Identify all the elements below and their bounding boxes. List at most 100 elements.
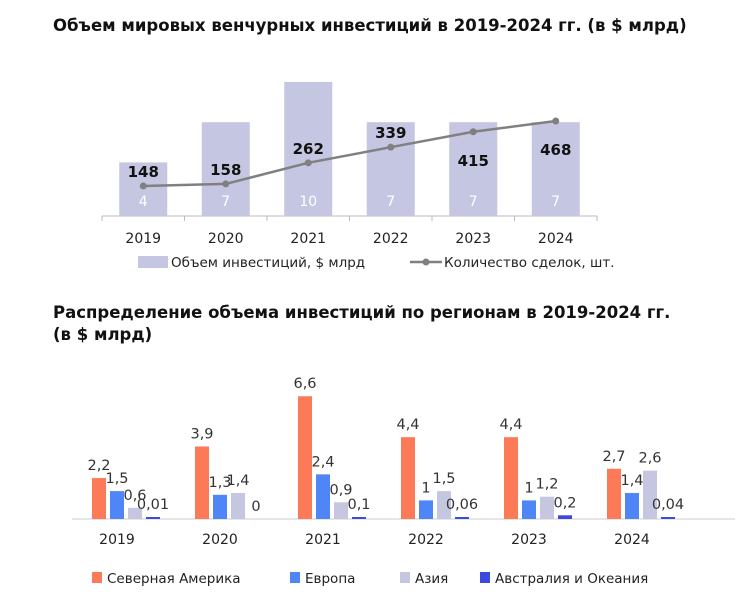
region-bar-label: 1,5: [432, 471, 455, 487]
region-bar-label: 0,06: [446, 497, 478, 513]
region-bar: [455, 517, 469, 519]
region-bar: [522, 500, 536, 519]
region-bar: [540, 496, 554, 519]
legend-label: Австралия и Океания: [495, 571, 648, 587]
region-bar: [607, 468, 621, 519]
region-bar: [334, 502, 348, 519]
legend-line-marker: [422, 258, 430, 266]
x-tick-label: 2022: [373, 231, 409, 247]
region-bar: [419, 500, 433, 519]
investment-bar: [449, 122, 498, 216]
investment-bar-label: 7: [469, 194, 478, 210]
deals-label: 148: [128, 163, 159, 181]
x-tick-label: 2019: [99, 532, 135, 548]
deals-point: [552, 117, 560, 125]
x-tick-label: 2024: [538, 231, 574, 247]
region-bar: [661, 517, 675, 519]
investment-bar-label: 7: [551, 194, 560, 210]
legend-line-label: Количество сделок, шт.: [444, 255, 615, 271]
region-bar-label: 0,01: [137, 497, 169, 513]
investment-bar-label: 10: [299, 194, 317, 210]
region-bar: [558, 515, 572, 519]
x-tick-label: 2024: [614, 532, 650, 548]
region-bar-label: 0,1: [347, 497, 370, 513]
deals-line: [143, 119, 556, 188]
region-bar: [298, 396, 312, 519]
x-tick-label: 2019: [125, 231, 161, 247]
chart2-title-line1: Распределение объема инвестиций по регио…: [53, 303, 670, 322]
chart2-title-line2: (в $ млрд): [53, 325, 152, 344]
deals-label: 468: [540, 141, 571, 159]
investment-bar: [201, 122, 250, 216]
region-bar-label: 1,2: [535, 477, 558, 493]
region-bar: [352, 517, 366, 519]
region-bar-label: 4,4: [499, 417, 522, 433]
region-bar-label: 0,2: [553, 495, 576, 511]
legend-label: Европа: [305, 571, 355, 587]
region-bar: [213, 494, 227, 519]
region-bar-label: 0,6: [123, 488, 146, 504]
investment-bar-label: 7: [386, 194, 395, 210]
region-bar-label: 0,9: [329, 482, 352, 498]
deals-point: [222, 180, 230, 188]
region-bar-label: 1,5: [105, 471, 128, 487]
legend-swatch: [290, 572, 300, 583]
region-bar: [146, 517, 160, 519]
region-bar-label: 3,9: [190, 426, 213, 442]
region-bar: [504, 437, 518, 519]
region-bar-label: 0: [251, 499, 260, 515]
x-tick-label: 2020: [202, 532, 238, 548]
region-bar-label: 1,4: [226, 473, 249, 489]
region-bar: [110, 491, 124, 519]
region-bar-label: 1,3: [208, 475, 231, 491]
deals-point: [304, 159, 312, 167]
chart1: 4 2019 7 2020 10 2021 7 2022 7 2023 7 2024 148 158 262…: [101, 82, 615, 271]
region-bar-label: 2,6: [638, 451, 661, 467]
region-bar-label: 6,6: [293, 376, 316, 392]
investment-bar-label: 7: [221, 194, 230, 210]
region-bar: [625, 492, 639, 519]
legend-bar-swatch: [138, 256, 168, 268]
x-tick-label: 2021: [305, 532, 341, 548]
region-bar: [643, 470, 657, 519]
region-bar: [195, 446, 209, 519]
legend-label: Северная Америка: [107, 571, 241, 587]
region-bar: [437, 491, 451, 519]
x-tick-label: 2022: [408, 532, 444, 548]
deals-label: 158: [210, 161, 241, 179]
region-bar-label: 1: [524, 480, 533, 496]
region-bar-label: 2,7: [602, 449, 625, 465]
deals-point: [469, 128, 477, 136]
legend-bar-label: Объем инвестиций, $ млрд: [171, 255, 365, 271]
deals-label: 415: [458, 152, 489, 170]
legend-label: Азия: [415, 571, 448, 587]
region-bar-label: 0,04: [652, 497, 684, 513]
region-bar-label: 1: [421, 480, 430, 496]
region-bar: [316, 474, 330, 519]
region-bar-label: 4,4: [396, 417, 419, 433]
investment-bar: [366, 122, 415, 216]
deals-point: [139, 182, 147, 190]
region-bar: [401, 437, 415, 519]
investment-bar: [284, 82, 333, 216]
x-tick-label: 2020: [208, 231, 244, 247]
deals-label: 339: [375, 124, 406, 142]
region-bar: [231, 492, 245, 519]
region-bar-label: 1,4: [620, 473, 643, 489]
investment-bar: [531, 122, 580, 216]
region-bar-label: 2,4: [311, 454, 334, 470]
region-bar: [128, 507, 142, 519]
x-tick-label: 2021: [290, 231, 326, 247]
legend-swatch: [480, 572, 490, 583]
region-bar: [92, 478, 106, 519]
legend-swatch: [92, 572, 102, 583]
legend-swatch: [400, 572, 410, 583]
chart1-title: Объем мировых венчурных инвестиций в 201…: [53, 16, 687, 35]
deals-point: [387, 143, 395, 151]
x-tick-label: 2023: [511, 532, 547, 548]
chart2: 2,21,50,60,0120193,91,31,4020206,62,40,9…: [72, 376, 735, 587]
x-tick-label: 2023: [455, 231, 491, 247]
region-bar-label: 2,2: [87, 458, 110, 474]
investment-bar-label: 4: [139, 194, 148, 210]
